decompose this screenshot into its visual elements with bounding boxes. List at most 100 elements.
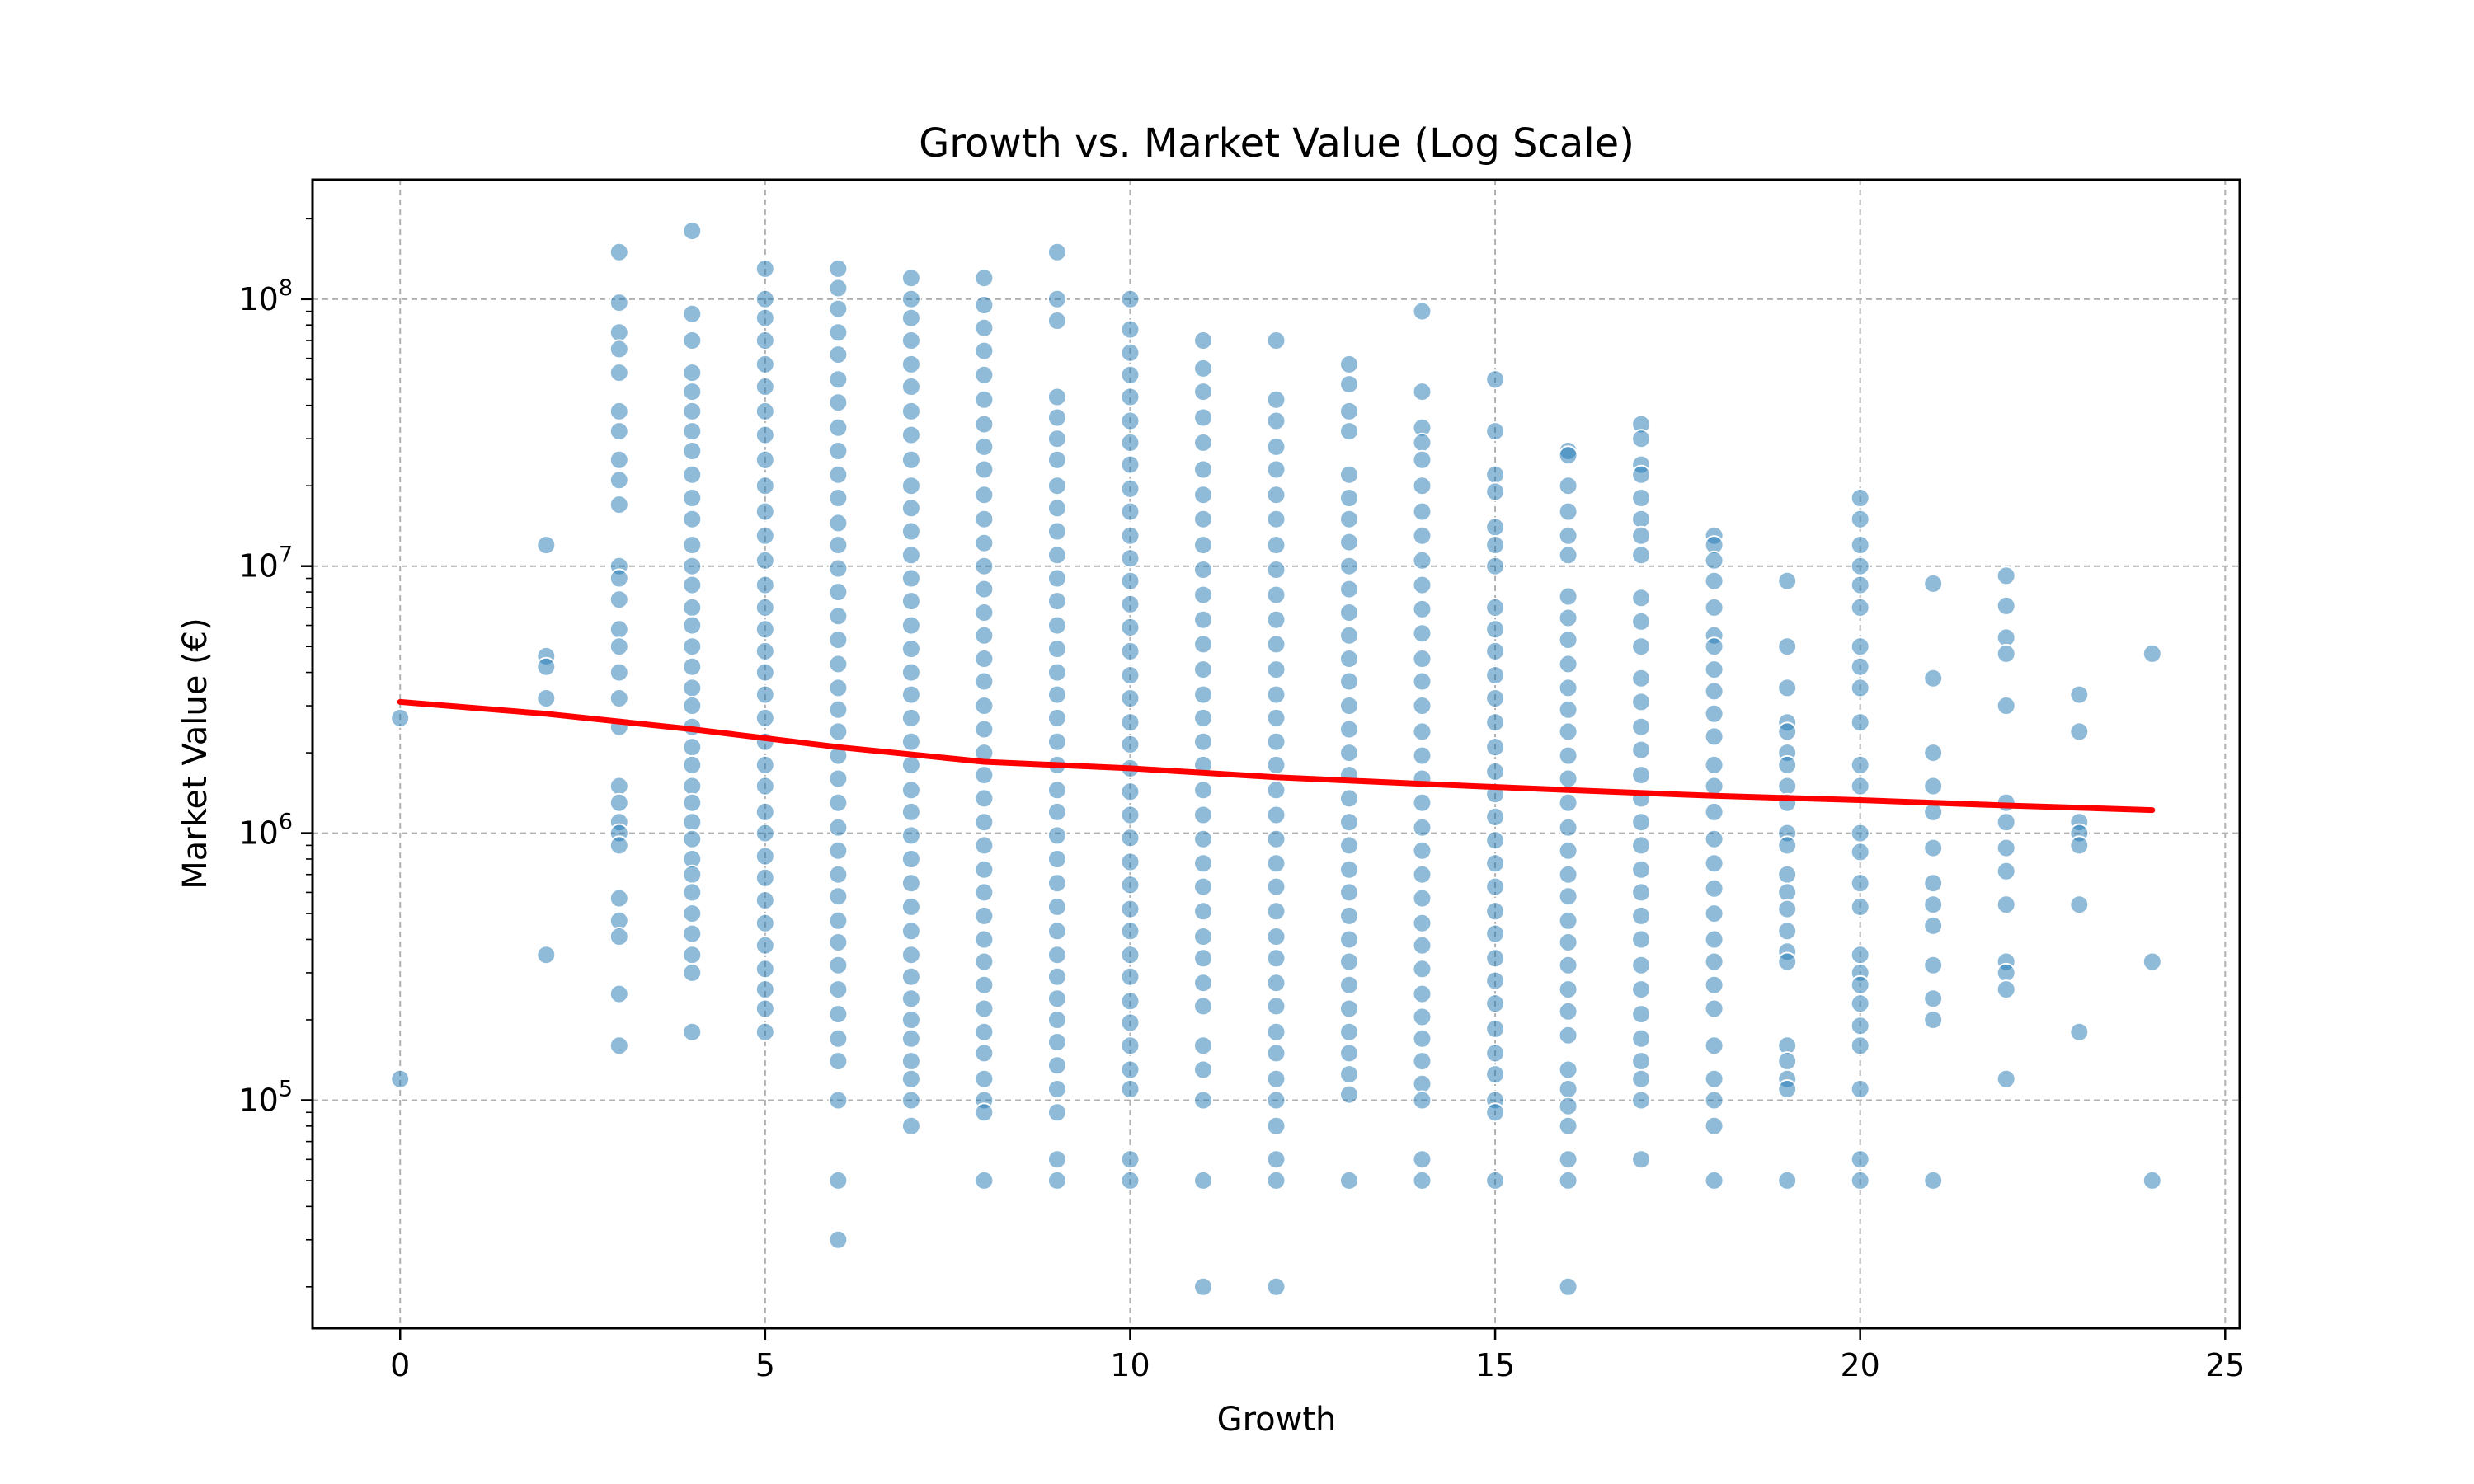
scatter-point (1412, 649, 1432, 669)
scatter-point (828, 513, 849, 533)
scatter-point (1047, 1055, 1067, 1076)
scatter-point (828, 864, 849, 885)
scatter-point (1266, 853, 1286, 874)
scatter-point (682, 904, 703, 924)
scatter-point (1704, 1090, 1724, 1111)
scatter-point (1339, 998, 1359, 1019)
scatter-point (1193, 1090, 1213, 1111)
scatter-point (828, 417, 849, 438)
scatter-point (1339, 1043, 1359, 1064)
scatter-point (1704, 951, 1724, 972)
scatter-point (901, 896, 921, 917)
scatter-point (2069, 684, 2090, 705)
scatter-point (1193, 731, 1213, 752)
scatter-point (1558, 792, 1578, 813)
scatter-point (1047, 1079, 1067, 1099)
scatter-point (1339, 579, 1359, 599)
scatter-point (1339, 509, 1359, 529)
scatter-point (828, 535, 849, 556)
scatter-point (1558, 545, 1578, 566)
scatter-point (609, 776, 629, 796)
scatter-point (1558, 864, 1578, 885)
scatter-point (609, 470, 629, 491)
x-axis-label: Growth (1217, 1401, 1337, 1439)
scatter-point (1412, 959, 1432, 979)
scatter-point (609, 636, 629, 657)
scatter-point (1412, 382, 1432, 402)
scatter-point (755, 913, 775, 933)
scatter-point (1631, 429, 1652, 449)
scatter-point (1485, 688, 1506, 708)
scatter-point (1120, 688, 1141, 708)
scatter-point (1412, 550, 1432, 571)
scatter-point (1047, 476, 1067, 496)
scatter-point (682, 488, 703, 508)
scatter-point (1558, 768, 1578, 789)
scatter-point (1558, 1001, 1578, 1021)
scatter-point (828, 258, 849, 279)
scatter-point (682, 656, 703, 677)
scatter-point (1339, 532, 1359, 552)
scatter-point (1850, 656, 1870, 677)
scatter-point (901, 498, 921, 519)
scatter-point (828, 488, 849, 508)
x-tick-label: 20 (1841, 1347, 1880, 1383)
scatter-point (1193, 358, 1213, 378)
scatter-point (1704, 1115, 1724, 1136)
scatter-point (828, 606, 849, 627)
scatter-point (1266, 660, 1286, 680)
scatter-point (1631, 509, 1652, 529)
scatter-point (1850, 575, 1870, 595)
scatter-point (1120, 289, 1141, 309)
scatter-point (1850, 776, 1870, 796)
scatter-point (901, 684, 921, 705)
scatter-point (1339, 859, 1359, 880)
scatter-point (1339, 464, 1359, 485)
scatter-point (1996, 812, 2016, 833)
scatter-point (682, 945, 703, 965)
scatter-point (682, 696, 703, 716)
scatter-point (1850, 873, 1870, 894)
scatter-point (1047, 662, 1067, 683)
scatter-point (1266, 1170, 1286, 1190)
scatter-point (1850, 636, 1870, 657)
scatter-point (1339, 951, 1359, 972)
scatter-point (901, 476, 921, 496)
scatter-point (1412, 301, 1432, 322)
scatter-point (901, 401, 921, 421)
scatter-point (682, 556, 703, 576)
scatter-point (1850, 1149, 1870, 1170)
scatter-point (755, 501, 775, 522)
scatter-point (1485, 1064, 1506, 1085)
scatter-point (1704, 1036, 1724, 1056)
scatter-point (1850, 597, 1870, 618)
scatter-point (1339, 929, 1359, 950)
scatter-point (1193, 634, 1213, 655)
scatter-point (682, 864, 703, 885)
scatter-point (1558, 955, 1578, 975)
scatter-point (1558, 1079, 1578, 1099)
scatter-point (682, 575, 703, 595)
scatter-point (974, 671, 995, 692)
scatter-point (1923, 573, 1944, 594)
scatter-point (1266, 684, 1286, 705)
scatter-point (1412, 840, 1432, 861)
scatter-point (2142, 951, 2162, 972)
scatter-point (1266, 876, 1286, 897)
scatter-point (1266, 331, 1286, 350)
scatter-point (1047, 568, 1067, 589)
scatter-point (828, 979, 849, 1000)
scatter-point (828, 1028, 849, 1049)
scatter-point (1120, 478, 1141, 499)
scatter-point (1777, 721, 1798, 742)
scatter-point (682, 509, 703, 529)
scatter-point (1193, 407, 1213, 428)
scatter-point (901, 354, 921, 374)
scatter-point (609, 835, 629, 856)
scatter-point (1996, 861, 2016, 881)
scatter-point (1120, 411, 1141, 431)
scatter-point (1339, 401, 1359, 421)
scatter-point (974, 389, 995, 410)
scatter-point (1412, 888, 1432, 909)
scatter-point (755, 979, 775, 1000)
